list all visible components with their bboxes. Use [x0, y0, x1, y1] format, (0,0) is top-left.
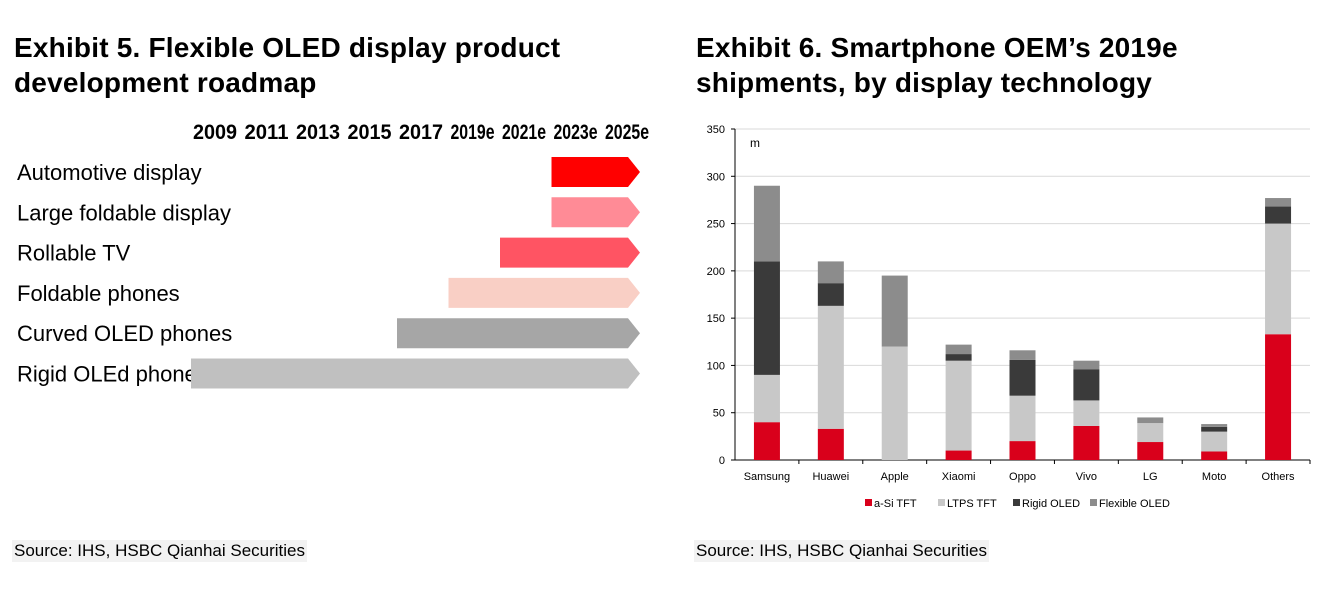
bar-segment: [1009, 350, 1036, 360]
y-tick-label: 0: [719, 455, 725, 467]
roadmap-year-label: 2025e: [605, 121, 649, 144]
y-tick-label: 200: [707, 266, 725, 278]
roadmap-bar: [551, 197, 640, 228]
roadmap-row-label: Rollable TV: [17, 241, 131, 266]
bar-segment: [945, 354, 972, 361]
y-tick-label: 100: [707, 360, 725, 372]
bar-segment: [945, 344, 972, 355]
x-tick-label: Huawei: [812, 471, 849, 483]
legend-label: LTPS TFT: [947, 498, 997, 510]
shipments-title: Exhibit 6. Smartphone OEM’s 2019e shipme…: [696, 32, 1178, 98]
bar-segment: [1009, 441, 1036, 460]
bar-segment: [817, 283, 844, 306]
legend-swatch: [938, 499, 945, 506]
shipments-panel: Exhibit 6. Smartphone OEM’s 2019e shipme…: [682, 0, 1327, 595]
legend-label: Flexible OLED: [1099, 498, 1170, 510]
y-tick-label: 250: [707, 219, 725, 231]
roadmap-source: Source: IHS, HSBC Qianhai Securities: [12, 540, 308, 562]
bar-segment: [753, 261, 780, 375]
bar-segment: [1073, 360, 1100, 370]
roadmap-bar: [191, 358, 640, 389]
y-tick-label: 50: [713, 408, 725, 420]
roadmap-bar: [551, 157, 640, 187]
bar-segment: [1137, 423, 1164, 443]
shipments-chart: 0 50 100 150 200 250 300 350 m Samsung Huawei Apple…: [707, 124, 1311, 510]
roadmap-year-label: 2015: [348, 121, 392, 144]
roadmap-bar: [397, 318, 640, 349]
bar-segment: [1073, 425, 1100, 460]
bar-segment: [1009, 359, 1036, 396]
roadmap-title: Exhibit 5. Flexible OLED display product…: [14, 32, 561, 98]
x-tick-label: Apple: [881, 471, 909, 483]
bar-segment: [753, 374, 780, 423]
bar-segment: [1137, 417, 1164, 424]
roadmap-year-label: 2009: [193, 121, 237, 144]
roadmap-bar: [500, 237, 640, 268]
x-tick-label: LG: [1143, 471, 1158, 483]
roadmap-row-label: Rigid OLEd phones: [17, 362, 208, 387]
legend-swatch: [865, 499, 872, 506]
y-tick-label: 350: [707, 124, 725, 136]
y-tick-label: 150: [707, 313, 725, 325]
bar-segment: [1073, 369, 1100, 401]
roadmap-year-label: 2013: [296, 121, 340, 144]
bar-segment: [1201, 424, 1228, 427]
x-tick-label: Oppo: [1009, 471, 1036, 483]
roadmap-panel: Exhibit 5. Flexible OLED display product…: [0, 0, 660, 595]
bar-segment: [881, 346, 908, 460]
y-unit-label: m: [750, 136, 760, 150]
legend-swatch: [1090, 499, 1097, 506]
bar-segment: [1265, 334, 1292, 460]
legend-label: a-Si TFT: [874, 498, 917, 510]
x-tick-label: Xiaomi: [942, 471, 976, 483]
x-tick-label: Moto: [1202, 471, 1226, 483]
legend-swatch: [1013, 499, 1020, 506]
bar-segment: [1073, 400, 1100, 426]
bar-segment: [753, 422, 780, 460]
bar-segment: [1137, 442, 1164, 460]
bar-segment: [1009, 395, 1036, 442]
roadmap-row-label: Curved OLED phones: [17, 321, 232, 346]
bar-segment: [753, 185, 780, 262]
bar-segment: [881, 275, 908, 347]
roadmap-row-label: Foldable phones: [17, 281, 180, 306]
bar-segment: [817, 428, 844, 460]
bar-segment: [1201, 426, 1228, 432]
bar-segment: [1201, 431, 1228, 452]
roadmap-year-label: 2023e: [554, 121, 598, 144]
roadmap-row-label: Automotive display: [17, 160, 202, 185]
y-tick-label: 300: [707, 171, 725, 183]
roadmap-year-label: 2011: [245, 121, 289, 144]
roadmap-year-label: 2019e: [451, 121, 495, 144]
bar-segment: [1265, 198, 1292, 207]
x-tick-label: Vivo: [1076, 471, 1097, 483]
legend-label: Rigid OLED: [1022, 498, 1080, 510]
bar-segment: [1265, 206, 1292, 224]
bar-segment: [1265, 223, 1292, 335]
roadmap-row-label: Large foldable display: [17, 200, 231, 225]
roadmap-bar: [448, 277, 640, 308]
roadmap-year-label: 2017: [399, 121, 443, 144]
x-tick-label: Samsung: [744, 471, 790, 483]
bar-segment: [945, 360, 972, 451]
roadmap-year-label: 2021e: [502, 121, 546, 144]
bar-segment: [817, 305, 844, 429]
x-tick-label: Others: [1262, 471, 1296, 483]
bar-segment: [817, 261, 844, 284]
bar-segment: [945, 450, 972, 460]
bar-segment: [1201, 451, 1228, 460]
roadmap-chart: 2009 2011 2013 2015 2017 2019e 2021e 2023e 2025e…: [17, 121, 649, 389]
shipments-source: Source: IHS, HSBC Qianhai Securities: [694, 540, 990, 562]
